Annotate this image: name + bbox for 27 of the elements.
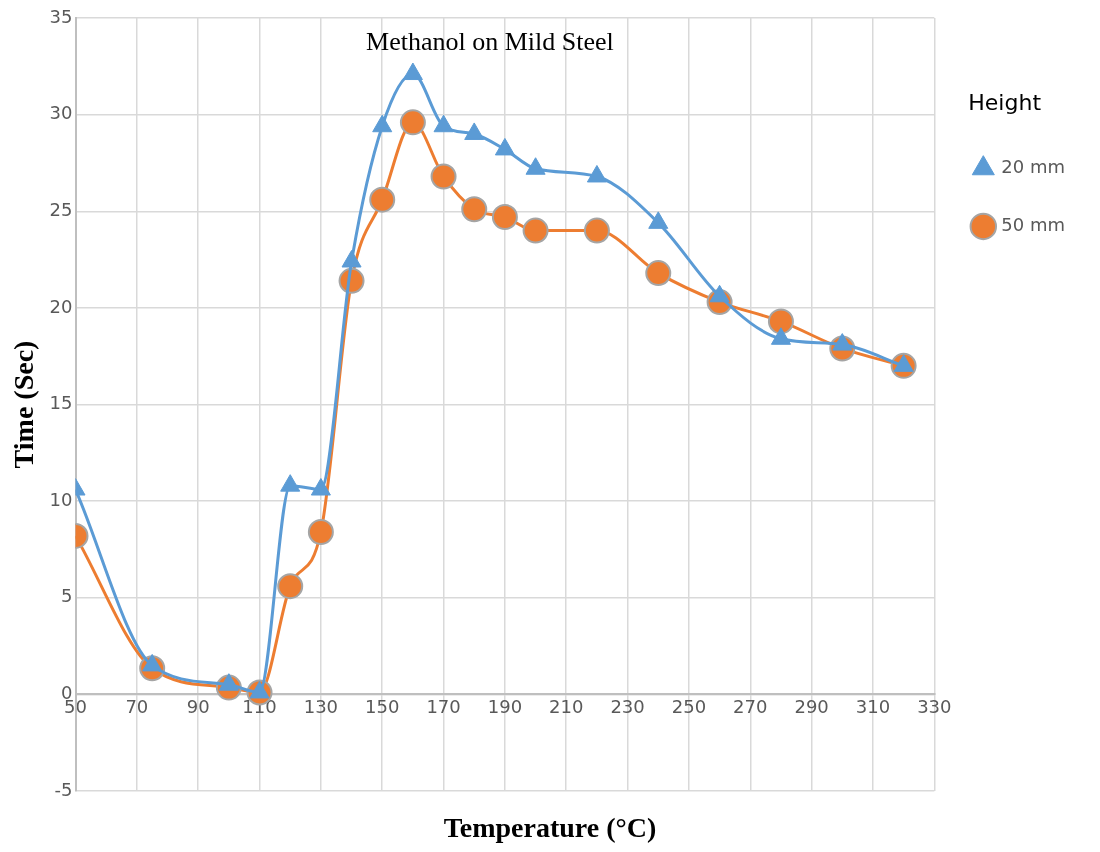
legend-label: 50 mm: [1001, 214, 1066, 236]
x-axis-title: Temperature (°C): [442, 812, 658, 844]
chart-title: Methanol on Mild Steel: [366, 26, 614, 56]
legend-label: 20 mm: [1001, 156, 1066, 178]
x-tick-label: 150: [365, 695, 400, 717]
x-tick-label: 70: [125, 695, 149, 717]
y-tick-label: 15: [49, 392, 73, 414]
y-tick-label: -5: [54, 778, 73, 800]
x-tick-label: 290: [794, 695, 829, 717]
y-tick-label: 5: [61, 585, 73, 607]
y-tick-label: 10: [49, 488, 73, 510]
x-tick-label: 310: [855, 695, 891, 717]
y-tick-label: 20: [49, 295, 73, 317]
x-tick-label: 190: [487, 695, 523, 717]
y-tick-label: 25: [49, 198, 73, 220]
y-axis-title: Time (Sec): [8, 340, 40, 469]
x-tick-label: 250: [671, 695, 707, 717]
legend-title: Height: [968, 89, 1042, 115]
x-tick-label: 210: [549, 695, 584, 717]
x-tick-label: 230: [610, 695, 645, 717]
x-tick-label: 270: [733, 695, 768, 717]
y-tick-label: 35: [49, 5, 73, 27]
x-tick-label: 90: [186, 695, 210, 717]
x-tick-label: 130: [303, 695, 339, 717]
y-tick-label: 30: [49, 102, 73, 124]
x-tick-label: 170: [426, 695, 461, 717]
x-tick-label: 330: [917, 695, 952, 717]
